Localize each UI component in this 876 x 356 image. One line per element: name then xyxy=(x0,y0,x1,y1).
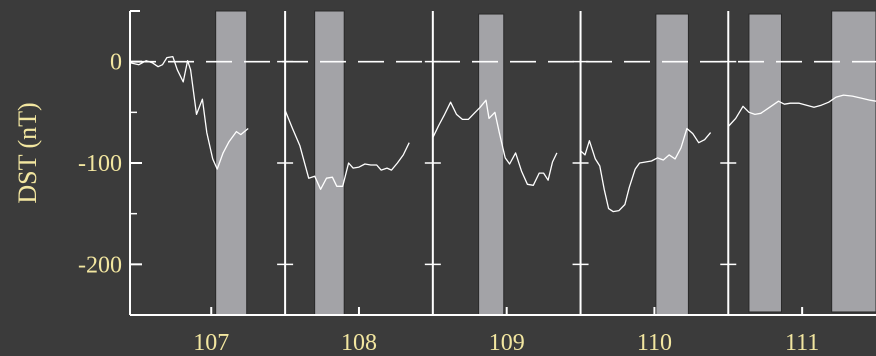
dst-line-segment-3 xyxy=(432,99,558,186)
shaded-interval-2 xyxy=(314,10,345,316)
dst-series xyxy=(129,55,876,213)
x-tick-label: 108 xyxy=(341,330,377,356)
y-axis-title: DST (nT) xyxy=(13,102,42,203)
dst-line-segment-4 xyxy=(580,127,712,213)
x-tick-label: 107 xyxy=(193,330,229,356)
y-tick-label: -100 xyxy=(78,151,122,177)
dst-line-segment-2 xyxy=(284,110,410,190)
x-tick-label: 111 xyxy=(785,330,819,356)
x-tick-label: 110 xyxy=(637,330,672,356)
shaded-interval-6 xyxy=(831,10,876,313)
shaded-interval-5 xyxy=(748,13,782,313)
y-tick-labels: 0 -100 -200 xyxy=(78,50,122,279)
dst-line-segment-5 xyxy=(727,94,876,127)
dst-line-segment-1 xyxy=(129,55,249,170)
y-tick-label: -200 xyxy=(78,252,122,278)
shaded-interval-3 xyxy=(478,13,505,316)
shaded-interval-1 xyxy=(215,10,248,316)
y-tick-label: 0 xyxy=(110,50,122,76)
day-separators xyxy=(277,11,737,315)
x-tick-labels: 107 108 109 110 111 xyxy=(193,330,819,356)
x-tick-label: 109 xyxy=(489,330,525,356)
shaded-interval-4 xyxy=(655,13,689,316)
axes xyxy=(129,10,876,316)
